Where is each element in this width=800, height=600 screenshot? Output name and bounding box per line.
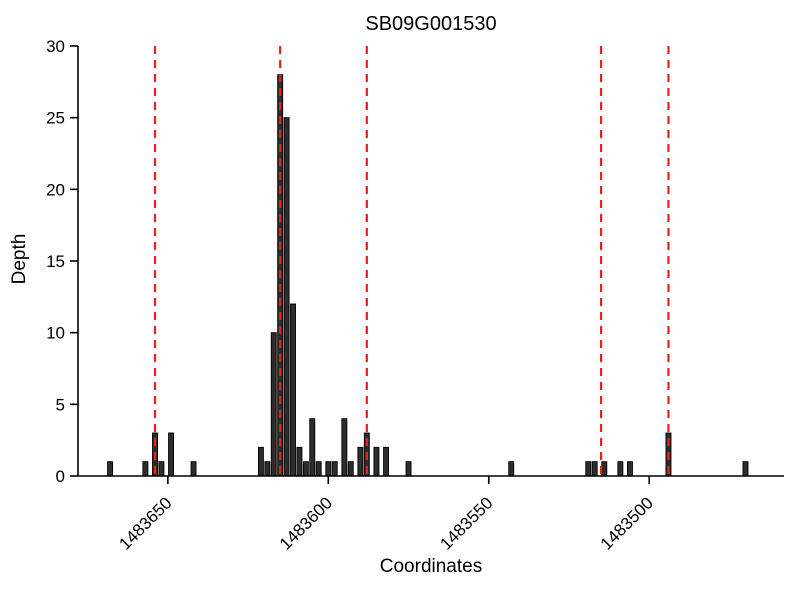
bar <box>591 461 598 477</box>
bar <box>315 461 322 477</box>
x-tick-label: 1483600 <box>276 493 336 553</box>
bar <box>257 446 264 477</box>
bar <box>158 461 165 477</box>
x-axis-label: Coordinates <box>379 556 483 577</box>
x-tick-label: 1483550 <box>436 493 496 553</box>
bar <box>283 117 290 477</box>
y-tick-label: 20 <box>46 180 65 199</box>
y-tick-label: 25 <box>46 109 65 128</box>
bar <box>347 461 354 477</box>
bar <box>357 446 364 477</box>
bar <box>627 461 633 477</box>
bar <box>107 461 114 477</box>
bar <box>383 446 390 477</box>
axes-group <box>77 46 784 477</box>
y-ticks-group: 0 5 10 15 20 25 30 <box>46 37 78 486</box>
x-tick-label: 1483650 <box>115 493 175 553</box>
bar <box>617 461 624 477</box>
bar <box>742 461 749 477</box>
bar <box>290 303 296 477</box>
bar <box>264 461 271 477</box>
bar <box>168 432 175 477</box>
x-tick-label: 1483500 <box>597 493 657 553</box>
bar <box>325 461 332 477</box>
x-ticks-group: 1483650 1483600 1483550 1483500 <box>115 476 657 554</box>
bar <box>309 418 316 477</box>
y-axis-label: Depth <box>9 233 30 285</box>
bars-group <box>107 74 749 477</box>
bar <box>331 461 338 477</box>
y-tick-label: 0 <box>56 467 65 486</box>
y-tick-label: 30 <box>46 37 65 56</box>
bar <box>142 461 149 477</box>
bar <box>296 446 303 477</box>
bar <box>373 446 380 477</box>
bar <box>270 332 277 477</box>
bar <box>190 461 197 477</box>
bar <box>405 461 412 477</box>
bar <box>508 461 515 477</box>
bar <box>341 418 348 477</box>
bar <box>585 461 592 477</box>
chart-title: SB09G001530 <box>365 13 497 35</box>
y-tick-label: 10 <box>46 324 65 343</box>
bar <box>601 461 608 477</box>
y-tick-label: 5 <box>56 395 65 414</box>
bar <box>302 461 309 477</box>
y-tick-label: 15 <box>46 252 65 271</box>
red-lines-group <box>153 46 670 476</box>
